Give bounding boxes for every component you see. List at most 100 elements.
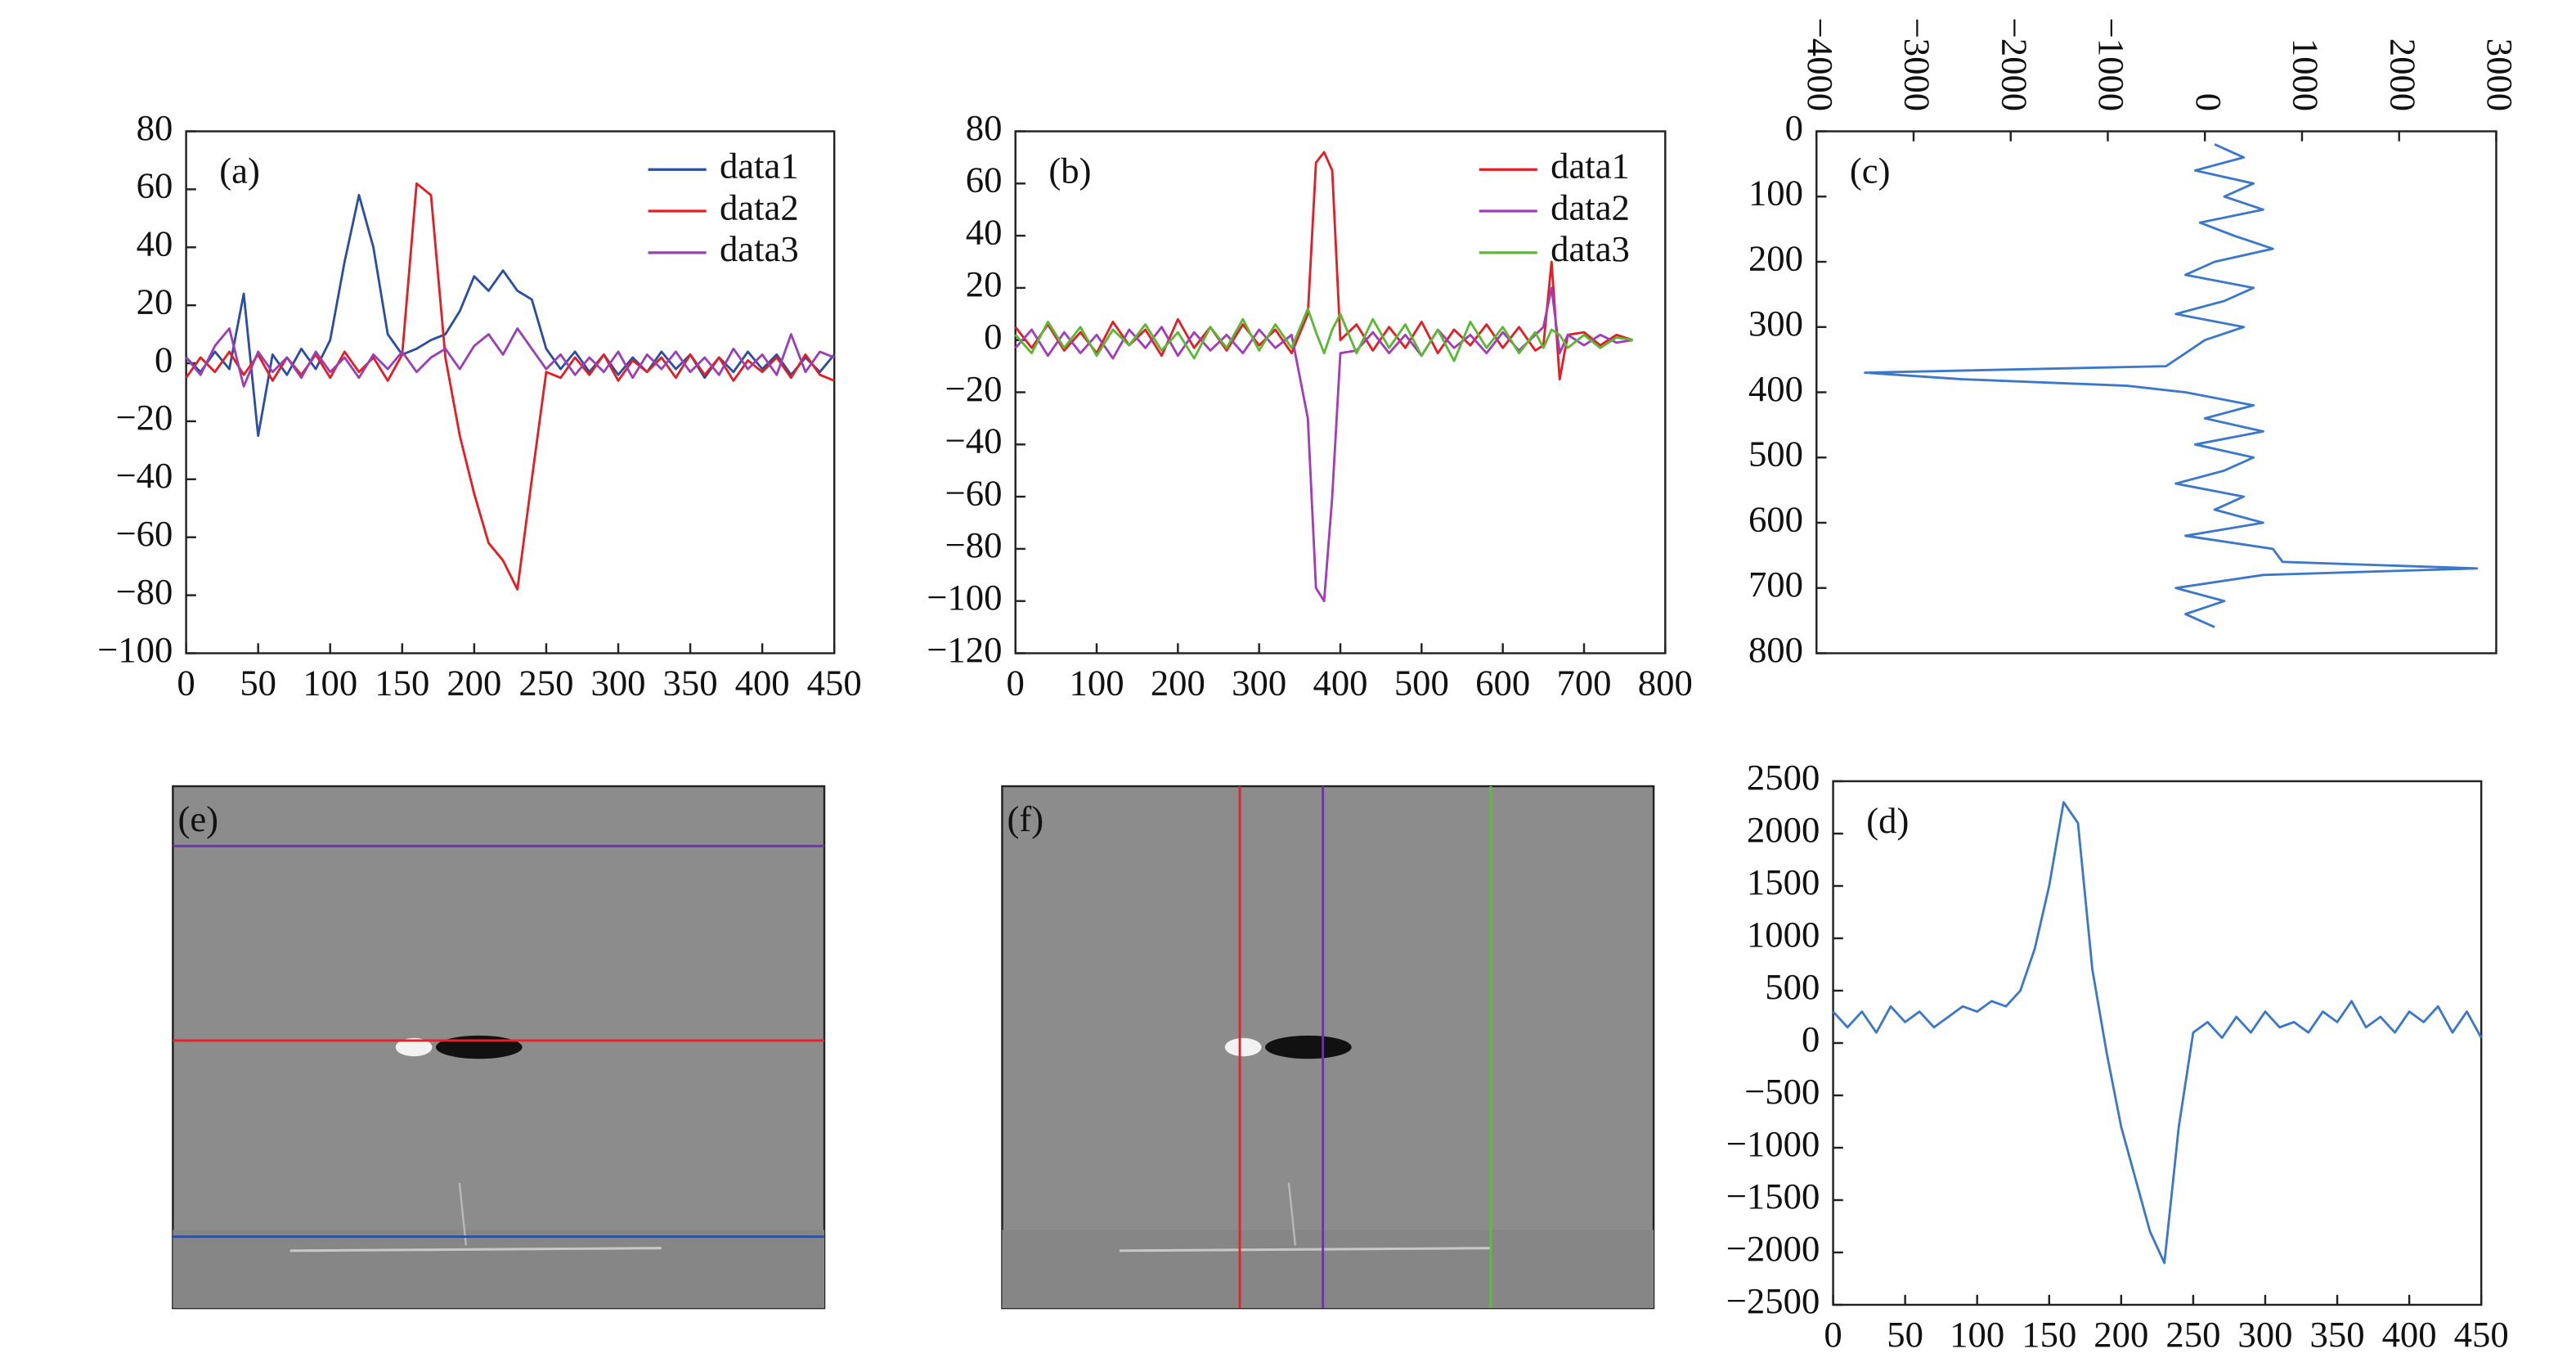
x-tick-label: 200 [1151, 662, 1205, 703]
y-tick-label: −20 [945, 368, 1003, 409]
x-tick-label: 350 [2310, 1314, 2365, 1355]
x-tick-label: 200 [447, 662, 501, 703]
y-tick-label: −120 [927, 629, 1002, 670]
x-tick-label: 1000 [2286, 38, 2327, 111]
x-tick-label: 50 [1887, 1314, 1923, 1355]
y-tick-label: 80 [966, 107, 1003, 148]
image-blob-dark [435, 1035, 523, 1059]
y-tick-label: −60 [945, 472, 1003, 513]
y-tick-label: 800 [1748, 629, 1803, 670]
y-tick-label: −2500 [1726, 1280, 1820, 1321]
plot-frame [185, 130, 836, 654]
y-tick-label: 600 [1748, 498, 1803, 539]
y-tick-label: 500 [1765, 966, 1820, 1007]
plot-frame [1815, 130, 2497, 654]
legend-label: data3 [720, 228, 799, 269]
y-tick-label: −2000 [1726, 1228, 1820, 1269]
image-shade [1002, 1230, 1654, 1309]
panel-label: (d) [1866, 800, 1909, 841]
legend-label: data2 [1551, 187, 1630, 227]
x-tick-label: 200 [2094, 1314, 2148, 1355]
y-tick-label: 0 [984, 316, 1002, 357]
x-tick-label: 100 [1070, 662, 1124, 703]
data-line [1864, 143, 2479, 628]
image-streak [1119, 1247, 1491, 1252]
x-tick-label: 150 [375, 662, 429, 703]
y-tick-label: −40 [945, 420, 1003, 461]
y-tick-label: 60 [966, 160, 1003, 200]
panel-label: (e) [177, 798, 218, 839]
y-tick-label: 300 [1748, 303, 1803, 344]
y-tick-label: −100 [927, 577, 1002, 618]
x-tick-label: 500 [1394, 662, 1449, 703]
y-tick-label: 0 [1802, 1019, 1820, 1059]
x-tick-label: 400 [2382, 1314, 2437, 1355]
legend-label: data1 [720, 146, 799, 187]
image-blob-light [1224, 1037, 1262, 1057]
y-tick-label: 40 [966, 211, 1003, 252]
x-tick-label: 600 [1475, 662, 1530, 703]
x-tick-label: 450 [2454, 1314, 2509, 1355]
x-tick-label: 300 [1232, 662, 1286, 703]
y-tick-label: −100 [97, 629, 173, 670]
y-tick-label: 0 [1785, 107, 1803, 148]
x-tick-label: 2000 [2382, 38, 2423, 111]
image-blob-dark [1265, 1035, 1352, 1059]
x-tick-label: −4000 [1800, 18, 1841, 112]
x-tick-label: −1000 [2091, 18, 2132, 112]
data-line [185, 194, 836, 438]
y-tick-label: −80 [115, 571, 173, 612]
legend-label: data1 [1551, 146, 1630, 187]
y-tick-label: −500 [1744, 1071, 1820, 1112]
y-tick-label: 200 [1748, 237, 1803, 278]
x-tick-label: 400 [735, 662, 790, 703]
x-tick-label: 700 [1556, 662, 1611, 703]
y-tick-label: −1500 [1726, 1176, 1820, 1216]
image-streak [1287, 1182, 1297, 1246]
data-line [1014, 151, 1634, 380]
x-tick-label: −3000 [1897, 18, 1938, 112]
x-tick-label: 400 [1313, 662, 1367, 703]
x-tick-label: 50 [240, 662, 276, 703]
panel-label: (b) [1048, 151, 1091, 191]
x-tick-label: 3000 [2480, 38, 2520, 111]
panel-label: (c) [1850, 151, 1891, 191]
image-streak [289, 1247, 662, 1252]
data-line [1832, 801, 2483, 1265]
x-tick-label: 450 [807, 662, 862, 703]
x-tick-label: 350 [663, 662, 718, 703]
x-tick-label: 100 [303, 662, 357, 703]
data-line [1014, 308, 1633, 362]
y-tick-label: −20 [115, 397, 173, 438]
x-tick-label: 800 [1638, 662, 1693, 703]
y-tick-label: 60 [137, 165, 173, 206]
x-tick-label: 250 [518, 662, 573, 703]
x-tick-label: 0 [177, 662, 195, 703]
image-streak [458, 1182, 468, 1246]
image-shade [173, 1230, 824, 1309]
y-tick-label: 2500 [1747, 757, 1820, 798]
panel-label: (a) [219, 151, 260, 191]
y-tick-label: −60 [115, 513, 173, 554]
y-tick-label: 700 [1748, 564, 1803, 605]
legend-label: data3 [1551, 228, 1630, 269]
x-tick-label: 100 [1950, 1314, 2004, 1355]
y-tick-label: 20 [966, 263, 1003, 304]
x-tick-label: 0 [2188, 93, 2229, 111]
y-tick-label: 1500 [1747, 861, 1820, 902]
y-tick-label: 40 [137, 223, 173, 264]
x-tick-label: 250 [2165, 1314, 2220, 1355]
y-tick-label: −40 [115, 455, 173, 496]
y-tick-label: 2000 [1747, 809, 1820, 850]
x-tick-label: 0 [1824, 1314, 1842, 1355]
legend-label: data2 [720, 187, 799, 227]
data-line [1014, 286, 1633, 603]
y-tick-label: −80 [945, 524, 1003, 565]
x-tick-label: −2000 [1994, 18, 2035, 112]
panel-label: (f) [1008, 798, 1044, 839]
y-tick-label: 100 [1748, 173, 1803, 214]
y-tick-label: −1000 [1726, 1123, 1820, 1164]
y-tick-label: 0 [155, 339, 173, 380]
